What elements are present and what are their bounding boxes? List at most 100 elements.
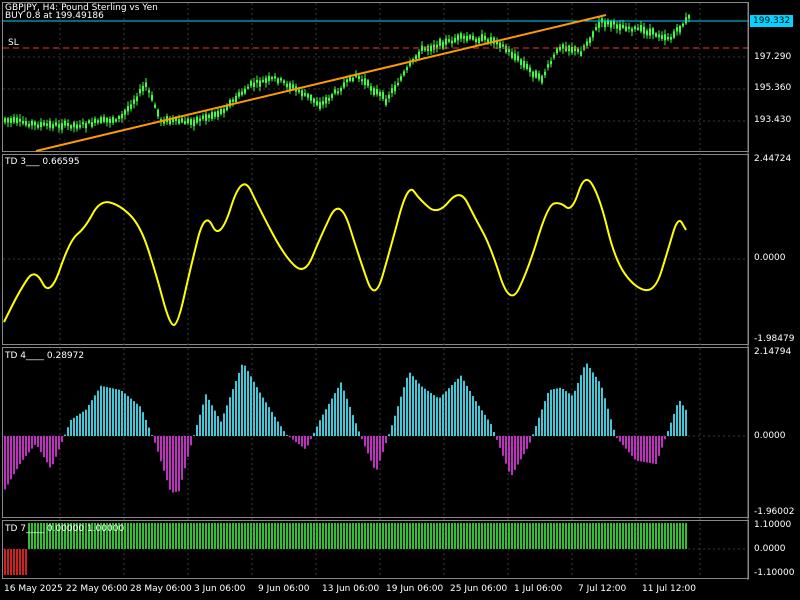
td4-bar (346, 398, 348, 436)
price-candle-body (97, 120, 99, 123)
price-candle-body (637, 27, 639, 30)
td7-bar (427, 523, 429, 549)
td4-bar (571, 395, 573, 436)
td4-bar (670, 422, 672, 436)
td7-bar (370, 523, 372, 549)
price-candle-body (124, 110, 126, 115)
price-candle-body (52, 124, 54, 129)
td7-axis-min: -1.10000 (754, 568, 795, 578)
td7-bar (10, 549, 12, 575)
td7-bar (223, 523, 225, 549)
trend-line[interactable] (35, 14, 607, 152)
td4-bar (649, 436, 651, 464)
td7-bar (205, 523, 207, 549)
td7-bar (400, 523, 402, 549)
td7-bar (559, 523, 561, 549)
td7-bar (193, 523, 195, 549)
price-candle-body (304, 93, 306, 96)
td4-bar (658, 436, 660, 456)
price-candle-body (433, 44, 435, 50)
price-candle-body (388, 94, 390, 99)
td7-bar (46, 523, 48, 549)
td4-bar (415, 379, 417, 436)
price-candle-body (499, 42, 501, 48)
td7-bar (436, 523, 438, 549)
td4-bar (28, 436, 30, 453)
price-candle-body (121, 114, 123, 119)
price-candle-body (505, 45, 507, 53)
td4-bar (67, 427, 69, 436)
td4-bar (352, 415, 354, 436)
price-candle-body (586, 41, 588, 46)
price-candle-body (679, 25, 681, 33)
td4-bar (397, 406, 399, 436)
td7-bar (274, 523, 276, 549)
price-candle-body (538, 73, 540, 80)
price-candle-body (649, 28, 651, 36)
td4-bar (301, 436, 303, 447)
time-axis-label: 11 Jul 12:00 (642, 584, 696, 594)
price-candle-body (268, 76, 270, 82)
td7-bar (373, 523, 375, 549)
price-candle-body (613, 20, 615, 25)
td4-bar (424, 388, 426, 436)
price-candle-body (544, 71, 546, 76)
price-candle-body (328, 97, 330, 101)
price-candle-body (547, 64, 549, 68)
td4-bar (43, 436, 45, 458)
td7-bar (118, 523, 120, 549)
price-axis-label: 197.290 (754, 52, 792, 62)
td4-bar (589, 367, 591, 436)
price-candle-body (142, 85, 144, 92)
price-candle-body (238, 92, 240, 97)
time-axis-label: 13 Jun 06:00 (322, 584, 380, 594)
td7-bar (346, 523, 348, 549)
td7-bar (103, 523, 105, 549)
td7-bar (4, 549, 6, 575)
price-candle-body (682, 23, 684, 27)
td7-bar (52, 523, 54, 549)
price-candle-body (430, 45, 432, 52)
price-candle-body (541, 75, 543, 83)
td7-bar (313, 523, 315, 549)
td4-bar (73, 417, 75, 436)
td4-bar (454, 381, 456, 436)
td7-bar (331, 523, 333, 549)
td4-bar (238, 372, 240, 436)
td4-bar (262, 397, 264, 436)
td7-bar (301, 523, 303, 549)
td4-bar (58, 436, 60, 450)
price-candle-body (481, 34, 483, 41)
td7-bar (460, 523, 462, 549)
td4-bar (667, 431, 669, 436)
td4-bar (61, 436, 63, 443)
td4-bar (199, 414, 201, 436)
price-candle-body (274, 76, 276, 79)
price-candle-body (415, 55, 417, 60)
td7-bar (646, 523, 648, 549)
price-candle-body (94, 118, 96, 123)
td4-bar (274, 416, 276, 436)
td7-bar (676, 523, 678, 549)
td7-bar (478, 523, 480, 549)
price-candle-body (472, 35, 474, 40)
price-candle-body (553, 54, 555, 58)
td7-bar (91, 523, 93, 549)
td4-bar (358, 431, 360, 436)
price-candle-body (262, 79, 264, 82)
td4-bar (547, 392, 549, 436)
price-candle-body (193, 119, 195, 127)
price-candle-body (340, 88, 342, 92)
price-candle-body (445, 38, 447, 45)
td4-bar (490, 424, 492, 436)
td3-oscillator-line (3, 178, 687, 326)
price-candle-body (664, 34, 666, 41)
td4-bar (82, 411, 84, 436)
td4-bar (469, 390, 471, 436)
price-candle-body (214, 111, 216, 117)
td7-bar (88, 523, 90, 549)
price-candle-body (205, 114, 207, 121)
td4-bar (412, 376, 414, 436)
price-candle-body (661, 35, 663, 39)
